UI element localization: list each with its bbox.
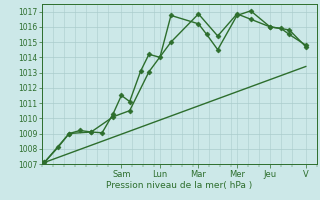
X-axis label: Pression niveau de la mer( hPa ): Pression niveau de la mer( hPa )	[106, 181, 252, 190]
